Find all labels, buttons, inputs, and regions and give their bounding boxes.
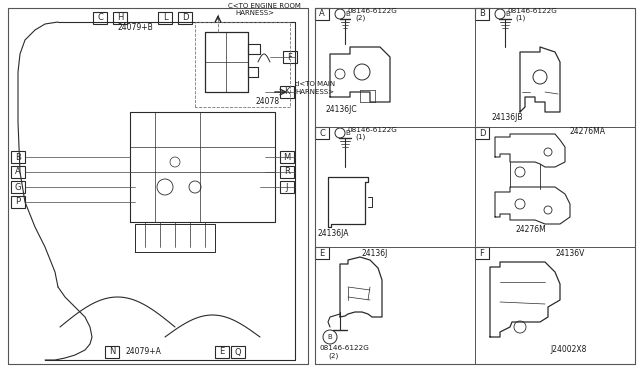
Bar [315, 127, 329, 139]
Text: d<TO MAIN: d<TO MAIN [295, 81, 335, 87]
Text: (1): (1) [355, 134, 365, 140]
Text: B: B [15, 153, 21, 161]
Text: B: B [328, 334, 332, 340]
Bar [231, 346, 245, 358]
Text: C: C [97, 13, 103, 22]
Text: E: E [220, 347, 225, 356]
Text: 24276M: 24276M [515, 224, 546, 234]
Text: B: B [345, 130, 349, 136]
Bar [93, 12, 107, 24]
Text: 24079+A: 24079+A [125, 347, 161, 356]
Bar [11, 196, 25, 208]
Text: D: D [182, 13, 188, 22]
Text: E: E [319, 248, 324, 257]
Text: 08146-6122G: 08146-6122G [348, 127, 398, 133]
Text: F: F [287, 52, 292, 61]
Text: 08146-6122G: 08146-6122G [348, 8, 398, 14]
Text: B: B [479, 10, 485, 19]
Bar [475, 8, 489, 20]
Text: 24078: 24078 [256, 97, 280, 106]
Text: P: P [15, 198, 20, 206]
Text: 24136JC: 24136JC [325, 106, 356, 115]
Bar [105, 346, 119, 358]
Text: R: R [284, 167, 290, 176]
Bar [315, 8, 329, 20]
Bar [158, 12, 172, 24]
Bar [280, 151, 294, 163]
Text: B: B [505, 11, 509, 17]
Text: 08146-6122G: 08146-6122G [320, 345, 370, 351]
Bar [475, 127, 489, 139]
Bar [283, 51, 297, 63]
Bar [178, 12, 192, 24]
Text: A: A [319, 10, 325, 19]
Text: M: M [284, 153, 291, 161]
Text: C: C [319, 128, 325, 138]
Bar [280, 86, 294, 98]
Text: K: K [284, 87, 290, 96]
Text: Q: Q [235, 347, 241, 356]
Text: J: J [285, 183, 288, 192]
Text: 24136JA: 24136JA [318, 230, 349, 238]
Text: (1): (1) [515, 15, 525, 21]
Text: 24136V: 24136V [555, 250, 584, 259]
Text: D: D [479, 128, 485, 138]
Bar [215, 346, 229, 358]
Text: (2): (2) [328, 353, 339, 359]
Text: N: N [109, 347, 115, 356]
Text: 24079+B: 24079+B [118, 23, 154, 32]
Text: HARNESS>: HARNESS> [235, 10, 274, 16]
Bar [280, 181, 294, 193]
Bar [315, 247, 329, 259]
Bar [11, 166, 25, 178]
Text: 24136J: 24136J [362, 250, 388, 259]
Text: B: B [345, 11, 349, 17]
Text: H: H [117, 13, 123, 22]
Bar [475, 247, 489, 259]
Bar [11, 181, 25, 193]
Text: J24002X8: J24002X8 [550, 346, 586, 355]
Text: L: L [163, 13, 167, 22]
Text: 08146-6122G: 08146-6122G [508, 8, 558, 14]
Text: (2): (2) [355, 15, 365, 21]
Text: HARNESS>: HARNESS> [295, 89, 334, 95]
Text: G: G [15, 183, 21, 192]
Text: 24276MA: 24276MA [570, 128, 606, 137]
Text: F: F [479, 248, 484, 257]
Bar [280, 166, 294, 178]
Bar [113, 12, 127, 24]
Text: A: A [15, 167, 21, 176]
Bar [11, 151, 25, 163]
Text: C<TO ENGINE ROOM: C<TO ENGINE ROOM [228, 3, 301, 9]
Text: 24136JB: 24136JB [492, 112, 524, 122]
